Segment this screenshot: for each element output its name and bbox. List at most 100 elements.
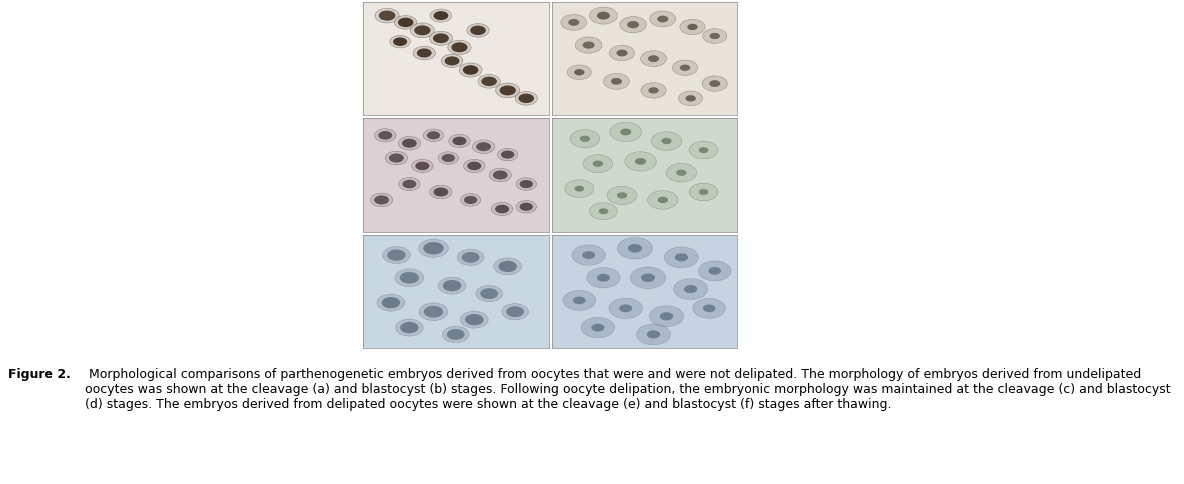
Circle shape xyxy=(674,279,708,300)
Circle shape xyxy=(382,247,411,264)
Circle shape xyxy=(641,52,667,67)
Circle shape xyxy=(604,74,630,90)
Circle shape xyxy=(702,77,727,92)
Circle shape xyxy=(502,304,528,320)
Circle shape xyxy=(709,81,720,88)
Circle shape xyxy=(619,305,632,313)
Circle shape xyxy=(424,306,443,318)
Circle shape xyxy=(590,8,617,25)
Circle shape xyxy=(442,154,455,163)
Circle shape xyxy=(442,55,463,68)
Circle shape xyxy=(610,46,635,61)
Circle shape xyxy=(520,181,533,189)
Circle shape xyxy=(463,66,478,76)
Circle shape xyxy=(390,154,404,163)
Circle shape xyxy=(494,258,522,275)
Circle shape xyxy=(399,178,420,191)
Circle shape xyxy=(641,274,655,283)
Circle shape xyxy=(398,18,413,28)
Circle shape xyxy=(413,47,436,60)
Circle shape xyxy=(649,88,658,94)
Circle shape xyxy=(395,269,424,287)
Circle shape xyxy=(689,184,718,201)
Circle shape xyxy=(657,197,668,204)
Circle shape xyxy=(419,240,449,258)
Circle shape xyxy=(617,50,628,57)
Circle shape xyxy=(680,65,690,72)
Circle shape xyxy=(580,136,590,143)
Circle shape xyxy=(393,38,407,47)
Circle shape xyxy=(452,137,466,146)
Circle shape xyxy=(607,187,637,205)
Circle shape xyxy=(501,151,514,159)
Circle shape xyxy=(515,92,538,106)
Circle shape xyxy=(609,299,643,319)
Circle shape xyxy=(583,252,596,259)
Circle shape xyxy=(457,250,484,266)
Circle shape xyxy=(684,286,697,293)
Circle shape xyxy=(581,318,614,338)
Circle shape xyxy=(481,288,498,300)
Circle shape xyxy=(565,181,594,198)
Circle shape xyxy=(673,61,697,76)
Circle shape xyxy=(433,188,449,197)
Circle shape xyxy=(378,132,392,140)
Circle shape xyxy=(412,160,433,173)
Circle shape xyxy=(628,22,639,29)
Circle shape xyxy=(462,252,480,263)
Circle shape xyxy=(417,49,432,59)
Circle shape xyxy=(659,313,674,321)
Circle shape xyxy=(687,25,697,31)
Circle shape xyxy=(597,13,610,20)
Circle shape xyxy=(648,56,659,63)
Circle shape xyxy=(394,16,417,30)
Circle shape xyxy=(699,261,731,281)
Circle shape xyxy=(708,268,721,275)
Circle shape xyxy=(587,268,620,288)
Text: Figure 2.: Figure 2. xyxy=(8,367,71,380)
Circle shape xyxy=(377,295,405,312)
Circle shape xyxy=(465,314,483,326)
Circle shape xyxy=(593,161,603,167)
Circle shape xyxy=(443,280,462,292)
Circle shape xyxy=(686,96,696,102)
Circle shape xyxy=(375,9,399,24)
Circle shape xyxy=(371,194,393,207)
Circle shape xyxy=(662,138,671,145)
Circle shape xyxy=(561,15,587,31)
Circle shape xyxy=(619,17,646,34)
Circle shape xyxy=(610,123,642,142)
Circle shape xyxy=(520,203,533,212)
Circle shape xyxy=(637,324,670,345)
Circle shape xyxy=(464,160,485,173)
Circle shape xyxy=(703,305,715,313)
Circle shape xyxy=(493,171,508,180)
Circle shape xyxy=(433,34,449,44)
Circle shape xyxy=(689,142,718,160)
Circle shape xyxy=(464,197,477,205)
Circle shape xyxy=(650,306,683,327)
Circle shape xyxy=(459,64,482,78)
Circle shape xyxy=(678,92,702,106)
Circle shape xyxy=(664,247,699,268)
Circle shape xyxy=(424,242,444,255)
Circle shape xyxy=(478,76,501,89)
Circle shape xyxy=(617,193,628,199)
Circle shape xyxy=(496,84,520,99)
Circle shape xyxy=(403,181,417,189)
Circle shape xyxy=(657,16,668,23)
Circle shape xyxy=(470,27,485,36)
Circle shape xyxy=(446,329,464,340)
Circle shape xyxy=(641,84,667,99)
Circle shape xyxy=(489,169,511,182)
Circle shape xyxy=(451,43,468,53)
Circle shape xyxy=(385,152,407,166)
Circle shape xyxy=(419,303,448,321)
Circle shape xyxy=(461,194,481,207)
Circle shape xyxy=(625,152,656,172)
Circle shape xyxy=(433,12,449,21)
Circle shape xyxy=(583,155,612,173)
Circle shape xyxy=(438,152,458,165)
Circle shape xyxy=(448,41,471,55)
Circle shape xyxy=(583,43,594,49)
